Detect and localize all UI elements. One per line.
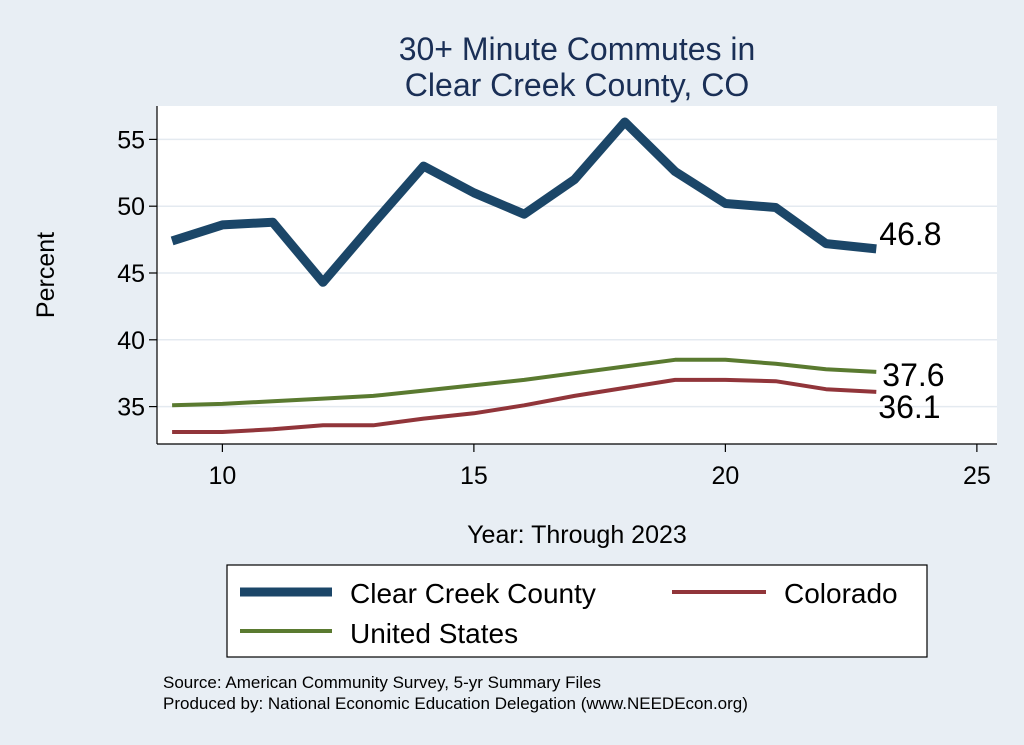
gridlines — [157, 138, 997, 408]
series-lines — [170, 117, 877, 434]
chart-title-line-2: Clear Creek County, CO — [405, 67, 749, 103]
legend-label-colorado: Colorado — [784, 578, 898, 609]
x-tick-label-10: 10 — [208, 462, 236, 490]
source-note: Source: American Community Survey, 5-yr … — [163, 673, 601, 692]
y-axis-title: Percent — [32, 232, 60, 318]
legend-label-clear-creek-county: Clear Creek County — [350, 578, 596, 609]
y-tick-label-35: 35 — [117, 394, 145, 422]
legend-label-united-states: United States — [350, 618, 518, 649]
x-tick-label-20: 20 — [711, 462, 739, 490]
produced-by-note: Produced by: National Economic Education… — [163, 694, 748, 713]
end-labels: 46.8 36.137.6 — [878, 216, 944, 425]
end-label-colorado: 36.1 — [878, 389, 940, 425]
x-axis-title: Year: Through 2023 — [467, 521, 687, 549]
y-tick-label-40: 40 — [117, 327, 145, 355]
series-line-united-states — [172, 357, 877, 408]
end-label-united-states: 37.6 — [882, 357, 944, 393]
axes: 35 40 45 50 55 10 15 20 25 — [117, 106, 997, 490]
series-line-colorado — [172, 377, 877, 434]
legend-box — [226, 564, 928, 658]
x-tick-label-15: 15 — [460, 462, 488, 490]
y-tick-label-45: 45 — [117, 260, 145, 288]
y-tick-label-55: 55 — [117, 126, 145, 154]
series-line-clear-creek-county — [170, 117, 877, 287]
chart-title-line-1: 30+ Minute Commutes in — [399, 31, 756, 67]
y-tick-label-50: 50 — [117, 193, 145, 221]
x-tick-label-25: 25 — [963, 462, 991, 490]
end-label-clear-creek-county: 46.8 — [879, 216, 941, 252]
plot-area — [157, 106, 997, 444]
